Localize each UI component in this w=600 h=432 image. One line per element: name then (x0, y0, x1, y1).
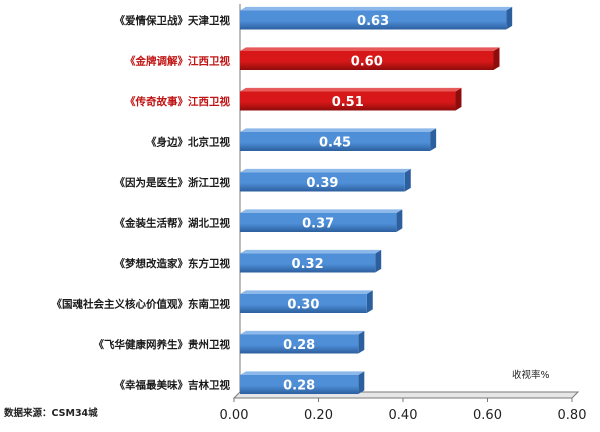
category-label: 《传奇故事》江西卫视 (125, 95, 230, 108)
category-label: 《国魂社会主义核心价值观》东南卫视 (52, 298, 231, 311)
bar-group (240, 128, 437, 151)
bar-value-label: 0.32 (292, 257, 324, 272)
bar (240, 294, 367, 313)
bar-top (240, 87, 462, 92)
bar-value-label: 0.37 (302, 217, 334, 232)
bar-value-label: 0.39 (306, 176, 338, 191)
data-source-note: 数据来源：CSM34城 (3, 407, 98, 419)
bar-side (493, 47, 500, 70)
bar-side (396, 209, 403, 232)
category-label: 《飞华健康网养生》贵州卫视 (94, 338, 231, 351)
x-tick-label: 0.20 (304, 408, 333, 423)
category-label: 《因为是医生》浙江卫视 (115, 176, 231, 189)
bar-side (358, 330, 365, 354)
bar (240, 10, 507, 30)
bar-group (240, 6, 513, 30)
bar-value-label: 0.28 (283, 338, 315, 353)
bar-top (240, 290, 373, 294)
bar-side (404, 168, 411, 192)
bar-top (240, 249, 382, 254)
x-tick-label: 0.60 (473, 408, 502, 423)
category-label: 《金装生活帮》湖北卫视 (115, 217, 231, 230)
bar (240, 172, 405, 192)
category-label: 《身边》北京卫视 (146, 136, 230, 149)
bar-top (240, 128, 437, 132)
category-label: 《爱情保卫战》天津卫视 (115, 14, 231, 27)
x-tick-label: 0.00 (220, 408, 249, 423)
category-label: 《幸福最美味》吉林卫视 (115, 379, 231, 392)
bar-side (430, 128, 437, 151)
bar-value-label: 0.63 (357, 14, 389, 29)
bar-top (240, 47, 500, 51)
bar-side (506, 6, 513, 30)
category-label: 《梦想改造家》东方卫视 (115, 257, 231, 270)
bar-group (240, 290, 373, 313)
category-label: 《金牌调解》江西卫视 (125, 55, 230, 68)
bar-group (240, 249, 382, 273)
bar (240, 132, 431, 151)
bar-value-label: 0.45 (319, 136, 351, 151)
bar-side (455, 87, 462, 111)
bar-value-label: 0.28 (283, 379, 315, 394)
bar-group (240, 371, 365, 394)
bar-top (240, 330, 365, 335)
bar-side (358, 371, 365, 394)
bar-group (240, 47, 500, 70)
bar-value-label: 0.60 (351, 55, 383, 70)
bar (240, 375, 359, 394)
x-tick-label: 0.40 (389, 408, 418, 423)
bar-group (240, 168, 411, 192)
bar-top (240, 168, 411, 173)
bar (240, 91, 456, 111)
bar (240, 213, 397, 232)
bar-top (240, 6, 513, 11)
bar (240, 334, 359, 354)
unit-label: 收视率% (512, 369, 550, 381)
bar (240, 51, 494, 70)
bar-group (240, 87, 462, 111)
bar (240, 253, 376, 273)
bar-value-label: 0.30 (287, 298, 319, 313)
bar-top (240, 371, 365, 375)
bar-group (240, 209, 403, 232)
bar-side (375, 249, 382, 273)
bar-value-label: 0.51 (332, 95, 364, 110)
x-tick-label: 0.80 (558, 408, 587, 423)
bar-side (366, 290, 373, 313)
bar-group (240, 330, 365, 354)
bar-top (240, 209, 403, 213)
